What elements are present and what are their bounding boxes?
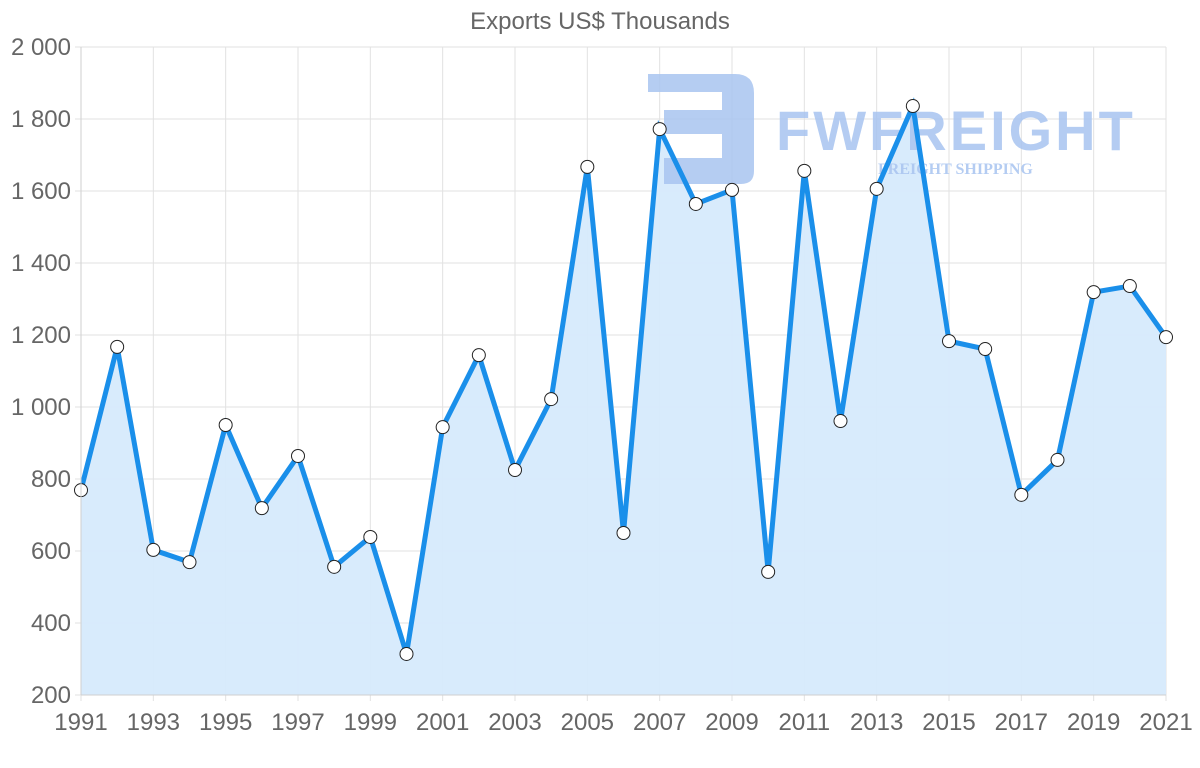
y-tick-label: 1 800 <box>11 106 71 133</box>
data-point-marker <box>1014 487 1029 502</box>
data-point-marker <box>471 348 486 363</box>
watermark-tagline-text: FREIGHT SHIPPING <box>878 161 1033 178</box>
data-point-marker <box>580 159 595 174</box>
data-point-marker <box>652 122 667 137</box>
data-point-marker <box>363 529 378 544</box>
y-tick-label: 600 <box>31 538 71 565</box>
data-point-marker <box>761 564 776 579</box>
data-point-marker <box>218 418 233 432</box>
data-point-marker <box>1122 279 1137 294</box>
area-path <box>81 106 1166 696</box>
axes <box>80 47 1166 696</box>
data-point-marker <box>1050 452 1065 467</box>
data-point-marker <box>110 339 125 354</box>
y-tick-label: 1 400 <box>11 250 71 277</box>
x-tick-label: 1999 <box>344 709 397 736</box>
x-tick-label: 1995 <box>199 709 252 736</box>
data-point-marker <box>942 334 956 349</box>
x-tick-label: 1991 <box>54 709 107 736</box>
data-point-marker <box>688 196 703 211</box>
data-point-marker <box>146 542 161 557</box>
brand-logo-icon <box>648 74 754 184</box>
data-point-marker <box>508 463 522 477</box>
data-point-marker <box>435 420 450 435</box>
data-point-marker <box>254 501 269 516</box>
data-point-marker <box>544 392 559 407</box>
watermark-brand-text: FWFREIGHT <box>776 99 1136 162</box>
data-point-marker <box>797 163 812 178</box>
x-tick-label: 2009 <box>705 709 758 736</box>
data-points <box>74 99 1173 661</box>
data-point-marker <box>616 526 631 540</box>
data-point-marker <box>327 559 342 574</box>
data-point-marker <box>905 99 920 114</box>
x-tick-label: 2021 <box>1139 709 1192 736</box>
y-tick-label: 1 000 <box>11 394 71 421</box>
area-fill <box>81 106 1166 696</box>
data-point-marker <box>869 181 884 196</box>
chart-title: Exports US$ Thousands <box>470 8 730 35</box>
data-point-marker <box>725 182 739 197</box>
y-tick-label: 1 600 <box>11 178 71 205</box>
x-tick-label: 2013 <box>850 709 903 736</box>
y-axis-labels: 200 400 600 800 1 000 1 200 1 400 1 600 1 800 2 0… <box>11 34 71 709</box>
data-point-marker <box>399 646 414 661</box>
x-axis-labels: 1991 1993 1995 1997 1999 2001 2003 2005 2007 2009… <box>54 709 1192 736</box>
x-tick-label: 2001 <box>416 709 469 736</box>
data-point-marker <box>978 342 993 357</box>
x-tick-label: 2007 <box>633 709 686 736</box>
data-point-marker <box>1086 285 1101 300</box>
x-tick-label: 1993 <box>127 709 180 736</box>
data-point-marker <box>291 448 305 463</box>
data-point-marker <box>1159 330 1173 345</box>
y-tick-label: 2 000 <box>11 34 71 61</box>
x-tick-label: 1997 <box>271 709 324 736</box>
x-tick-label: 2019 <box>1067 709 1120 736</box>
data-point-marker <box>833 414 848 429</box>
y-tick-label: 200 <box>31 682 71 709</box>
x-tick-label: 2003 <box>488 709 541 736</box>
x-tick-label: 2005 <box>561 709 614 736</box>
x-tick-label: 2011 <box>779 709 831 736</box>
y-tick-label: 1 200 <box>11 322 71 349</box>
x-tick-label: 2017 <box>995 709 1048 736</box>
y-tick-label: 800 <box>31 466 71 493</box>
y-tick-label: 400 <box>31 610 71 637</box>
brand-mark <box>648 74 754 184</box>
data-point-marker <box>182 555 197 570</box>
x-tick-label: 2015 <box>922 709 975 736</box>
